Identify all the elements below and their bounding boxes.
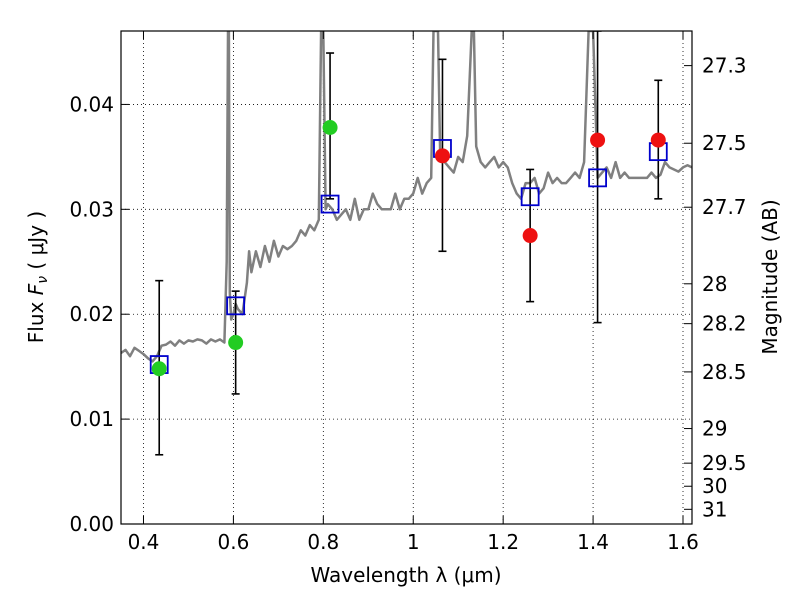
red-data-point: [434, 148, 450, 164]
model-flux-square: [588, 168, 607, 188]
x-tick-label: 0.6: [217, 530, 249, 554]
y2-tick-label: 28.2: [702, 312, 747, 336]
y-axis-label-prefix: Flux: [24, 295, 48, 343]
y2-axis-label: Magnitude (AB): [758, 199, 782, 354]
tick-marks: [121, 31, 692, 525]
y-tick-label: 0.00: [69, 512, 114, 536]
y2-tick-label: 28: [702, 272, 727, 296]
model-flux-square: [520, 187, 540, 207]
y-axis-label: Flux Fν ( μJy ): [24, 211, 51, 343]
x-tick-label: 0.4: [128, 530, 160, 554]
y-axis-label-unit: ( μJy ): [24, 211, 48, 276]
y-tick-label: 0.04: [69, 92, 114, 116]
green-data-point: [151, 361, 167, 377]
tick-labels: 0.4 0.6 0.8 1 1.2 1.4 1.6 0.00 0.01 0.02 0.03 0.04 2…: [69, 54, 746, 554]
grid-lines: [121, 31, 692, 525]
y2-tick-label: 29.5: [702, 451, 747, 475]
spectrum-line: [121, 31, 692, 363]
data-point-layer: [151, 120, 666, 377]
x-tick-label: 1.2: [487, 530, 519, 554]
x-tick-label: 1.4: [577, 530, 609, 554]
spectrum-layer: [121, 31, 692, 363]
x-tick-label: 1: [407, 530, 420, 554]
red-data-point: [590, 132, 606, 148]
y2-tick-label: 27.7: [702, 195, 747, 219]
red-data-point: [522, 228, 538, 244]
model-flux-square: [320, 194, 340, 214]
y2-tick-label: 28.5: [702, 360, 747, 384]
model-flux-square: [226, 296, 246, 316]
x-tick-label: 0.8: [307, 530, 339, 554]
y-tick-label: 0.01: [69, 407, 114, 431]
plot-frame: [120, 30, 693, 525]
y-axis-label-subscript: ν: [35, 276, 51, 284]
y2-tick-label: 27.5: [702, 131, 747, 155]
x-tick-label: 1.6: [667, 530, 699, 554]
x-axis-label: Wavelength λ (μm): [310, 563, 501, 587]
green-data-point: [228, 335, 244, 351]
y2-tick-label: 30: [702, 474, 727, 498]
y-tick-label: 0.02: [69, 302, 114, 326]
y2-tick-label: 31: [702, 497, 727, 521]
y2-tick-label: 29: [702, 417, 727, 441]
red-data-point: [650, 132, 666, 148]
y-axis-label-symbol: F: [24, 283, 48, 295]
y-tick-label: 0.03: [69, 197, 114, 221]
green-data-point: [322, 120, 338, 136]
y2-tick-label: 27.3: [702, 54, 747, 78]
